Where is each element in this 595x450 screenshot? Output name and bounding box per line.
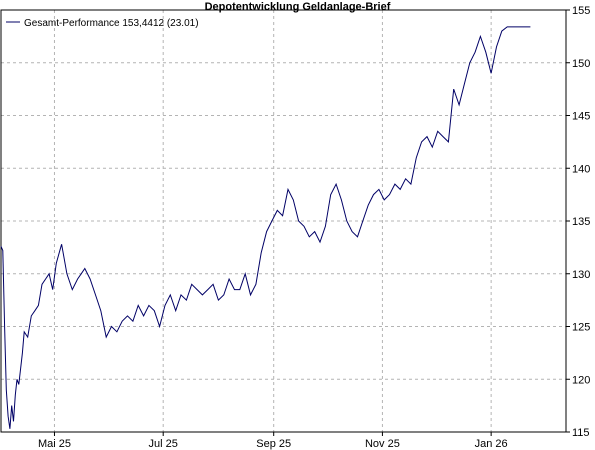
series-line-gesamt-performance bbox=[0, 26, 531, 429]
y-tick-label: 120 bbox=[572, 374, 590, 386]
y-tick-label: 135 bbox=[572, 216, 590, 228]
x-tick-label: Jul 25 bbox=[149, 438, 178, 450]
y-tick-label: 130 bbox=[572, 269, 590, 281]
y-tick-label: 145 bbox=[572, 111, 590, 123]
grid-lines bbox=[1, 9, 566, 433]
x-tick-label: Mai 25 bbox=[38, 438, 71, 450]
legend: Gesamt-Performance 153,4412 (23.01) bbox=[6, 18, 199, 29]
x-axis: Mai 25 Jul 25 Sep 25 Nov 25 Jan 26 bbox=[38, 432, 508, 450]
y-tick-label: 155 bbox=[572, 5, 590, 17]
y-tick-label: 115 bbox=[572, 427, 590, 439]
y-tick-label: 140 bbox=[572, 163, 590, 175]
x-tick-label: Sep 25 bbox=[256, 438, 291, 450]
x-tick-label: Nov 25 bbox=[365, 438, 400, 450]
y-axis: 115 120 125 130 135 140 145 150 155 bbox=[566, 5, 590, 439]
legend-label: Gesamt-Performance 153,4412 (23.01) bbox=[24, 18, 199, 29]
x-tick-label: Jan 26 bbox=[475, 438, 508, 450]
y-tick-label: 150 bbox=[572, 58, 590, 70]
y-tick-label: 125 bbox=[572, 322, 590, 334]
